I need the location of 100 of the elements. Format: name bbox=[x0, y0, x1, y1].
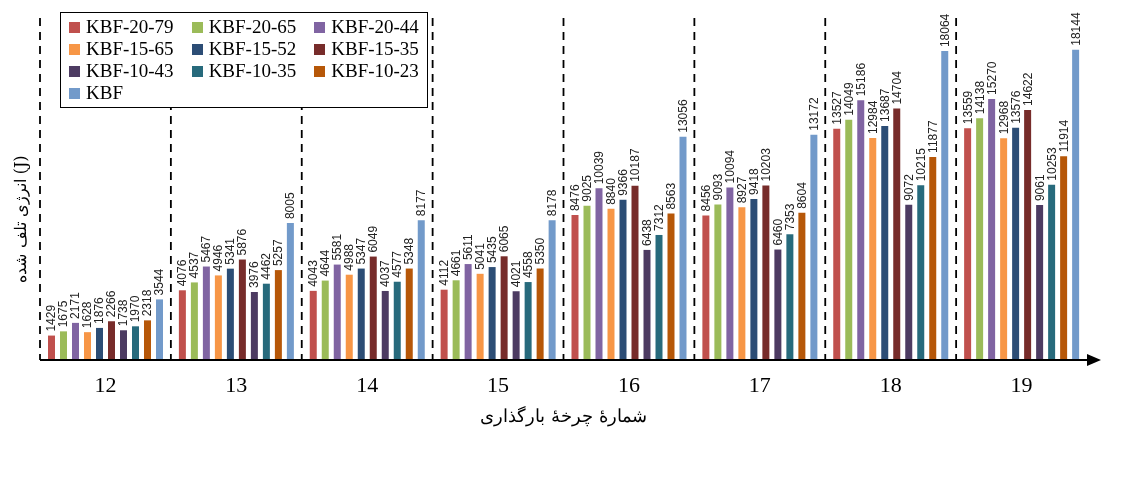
legend-label: KBF-20-44 bbox=[331, 16, 419, 38]
x-tick-label: 12 bbox=[94, 371, 117, 397]
bar bbox=[214, 275, 222, 360]
x-tick-label: 18 bbox=[879, 371, 902, 397]
bar bbox=[679, 136, 687, 360]
bar bbox=[262, 283, 270, 360]
bar bbox=[512, 291, 520, 360]
bar bbox=[607, 208, 615, 360]
data-label: 2171 bbox=[68, 291, 83, 319]
bar bbox=[548, 220, 556, 360]
x-tick-label: 13 bbox=[225, 371, 248, 397]
bar bbox=[417, 220, 425, 360]
bar bbox=[393, 281, 401, 360]
data-label: 8563 bbox=[664, 182, 678, 210]
legend-label: KBF-10-43 bbox=[86, 60, 174, 82]
bar bbox=[833, 128, 841, 360]
bar bbox=[286, 223, 294, 360]
data-label: 5347 bbox=[354, 237, 369, 265]
x-tick-label: 16 bbox=[617, 371, 640, 397]
bar bbox=[929, 156, 937, 360]
bar bbox=[917, 185, 925, 360]
bar bbox=[1048, 184, 1056, 360]
bar bbox=[309, 290, 317, 360]
data-label: 7353 bbox=[782, 203, 797, 231]
data-label: 4537 bbox=[187, 251, 202, 279]
data-label: 18144 bbox=[1068, 12, 1083, 46]
data-label: 11914 bbox=[1056, 119, 1071, 153]
bar bbox=[144, 320, 151, 360]
bar bbox=[476, 273, 484, 360]
data-label: 5611 bbox=[461, 233, 476, 261]
bar bbox=[726, 187, 734, 360]
data-label: 10187 bbox=[628, 148, 642, 182]
data-label: 13527 bbox=[829, 90, 844, 125]
bar bbox=[964, 128, 972, 360]
data-label: 14049 bbox=[841, 82, 856, 116]
data-label: 12984 bbox=[865, 100, 880, 134]
bar bbox=[156, 299, 163, 360]
data-label: 6065 bbox=[497, 225, 512, 253]
data-label: 8456 bbox=[698, 184, 713, 212]
data-label: 5581 bbox=[330, 233, 345, 261]
bar bbox=[440, 289, 448, 360]
data-label: 14622 bbox=[1020, 72, 1035, 106]
data-label: 1876 bbox=[92, 296, 107, 324]
data-label: 9025 bbox=[580, 174, 594, 202]
bar bbox=[48, 335, 55, 360]
data-label: 8604 bbox=[794, 181, 809, 209]
bar bbox=[655, 234, 663, 360]
bar bbox=[893, 108, 901, 360]
data-label: 10203 bbox=[758, 147, 773, 182]
bar bbox=[84, 332, 91, 360]
bar bbox=[798, 212, 806, 360]
bar bbox=[1024, 109, 1032, 360]
bar bbox=[595, 188, 603, 360]
legend-label: KBF-10-35 bbox=[208, 60, 297, 82]
data-label: 10094 bbox=[722, 149, 737, 184]
bar bbox=[988, 98, 996, 360]
bar bbox=[976, 118, 984, 360]
data-label: 8005 bbox=[283, 192, 298, 220]
data-label: 9093 bbox=[710, 173, 725, 201]
bar bbox=[536, 268, 544, 360]
y-axis-title: انرژی تلف شده (J) bbox=[11, 155, 30, 283]
data-label: 13056 bbox=[676, 99, 690, 133]
data-label: 8476 bbox=[568, 184, 582, 212]
data-label: 5467 bbox=[199, 235, 214, 263]
data-label: 1675 bbox=[56, 300, 71, 328]
bar bbox=[405, 268, 413, 360]
data-label: 5257 bbox=[271, 239, 286, 267]
data-label: 4988 bbox=[342, 243, 357, 271]
bar bbox=[619, 199, 627, 360]
x-tick-label: 17 bbox=[748, 371, 771, 397]
data-label: 18064 bbox=[937, 13, 952, 48]
data-label: 4462 bbox=[259, 252, 274, 280]
bar bbox=[786, 234, 794, 360]
bar bbox=[321, 280, 329, 360]
x-tick-label: 15 bbox=[487, 371, 510, 397]
data-label: 6438 bbox=[640, 218, 654, 246]
data-label: 10039 bbox=[592, 150, 606, 185]
x-axis-title: شمارهٔ چرخهٔ بارگذاری bbox=[480, 405, 647, 427]
data-label: 14704 bbox=[889, 70, 904, 105]
bar bbox=[190, 282, 198, 360]
bar bbox=[132, 326, 139, 360]
bar bbox=[810, 134, 818, 360]
data-label: 4043 bbox=[306, 259, 321, 287]
data-label: 1970 bbox=[128, 295, 143, 323]
bar bbox=[452, 280, 460, 360]
legend-label: KBF-15-65 bbox=[86, 38, 174, 60]
data-label: 3544 bbox=[152, 268, 167, 296]
data-label: 13559 bbox=[960, 90, 975, 125]
bar bbox=[714, 204, 722, 360]
data-label: 5435 bbox=[485, 236, 500, 264]
bar bbox=[345, 274, 353, 360]
bar bbox=[667, 213, 675, 360]
data-label: 9366 bbox=[616, 168, 630, 196]
data-label: 15186 bbox=[853, 62, 868, 97]
legend-label: KBF bbox=[86, 82, 123, 104]
bar bbox=[750, 198, 758, 360]
data-label: 8927 bbox=[734, 176, 749, 204]
data-label: 4076 bbox=[175, 259, 190, 287]
data-label: 4037 bbox=[378, 259, 393, 287]
data-label: 11877 bbox=[925, 120, 940, 153]
